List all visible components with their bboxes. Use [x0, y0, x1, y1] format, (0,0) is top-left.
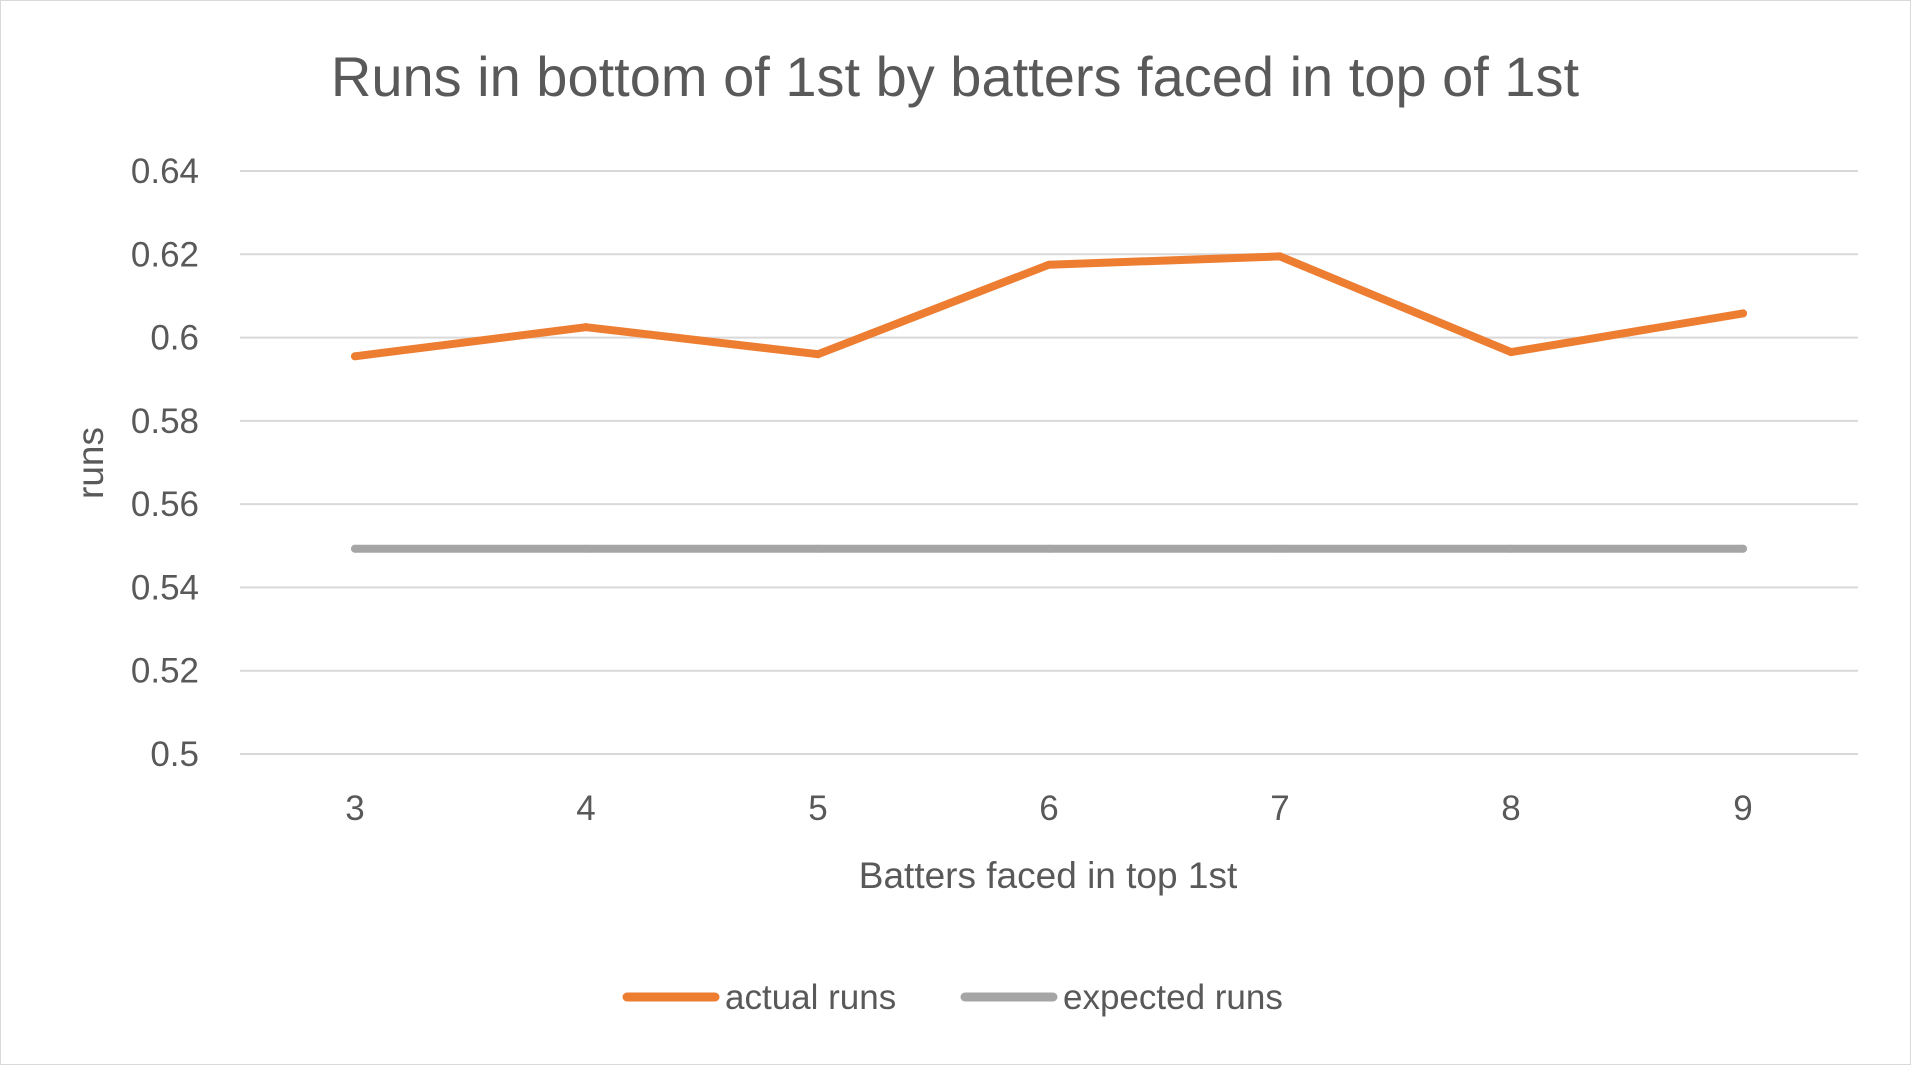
data-point-expected-runs [1045, 544, 1053, 553]
data-point-expected-runs [351, 544, 359, 553]
data-point-actual-runs [1739, 309, 1747, 318]
x-tick-label: 6 [1039, 789, 1058, 828]
y-tick-label: 0.54 [131, 568, 199, 607]
y-tick-label: 0.58 [131, 402, 199, 441]
data-point-actual-runs [1276, 252, 1284, 261]
x-tick-label: 3 [345, 789, 364, 828]
y-tick-label: 0.5 [150, 735, 199, 774]
data-point-expected-runs [814, 544, 822, 553]
gridlines [240, 170, 1858, 755]
data-point-expected-runs [1507, 544, 1515, 553]
legend: actual runs expected runs [622, 978, 1283, 1017]
y-tick-label: 0.56 [131, 485, 199, 524]
data-point-actual-runs [1045, 260, 1053, 269]
series-line-actual-runs [351, 252, 1747, 361]
y-axis-title: runs [70, 427, 111, 499]
data-point-expected-runs [582, 544, 590, 553]
data-point-actual-runs [1507, 348, 1515, 357]
data-point-actual-runs [351, 352, 359, 361]
series-lines [351, 252, 1747, 553]
x-axis-title: Batters faced in top 1st [859, 855, 1238, 896]
y-tick-label: 0.62 [131, 235, 199, 274]
x-tick-label: 4 [576, 789, 595, 828]
y-tick-label: 0.6 [150, 319, 199, 358]
x-tick-label: 7 [1270, 789, 1289, 828]
y-axis-tick-labels: 0.64 0.62 0.6 0.58 0.56 0.54 0.52 0.5 [131, 152, 199, 774]
x-tick-label: 5 [808, 789, 827, 828]
data-point-actual-runs [582, 323, 590, 332]
y-tick-label: 0.52 [131, 652, 199, 691]
x-tick-label: 8 [1501, 789, 1520, 828]
chart-title: Runs in bottom of 1st by batters faced i… [331, 45, 1580, 108]
y-tick-label: 0.64 [131, 152, 199, 191]
x-axis-tick-labels: 3 4 5 6 7 8 9 [345, 789, 1752, 828]
x-tick-label: 9 [1733, 789, 1752, 828]
data-point-expected-runs [1276, 544, 1284, 553]
legend-label-expected-runs: expected runs [1063, 978, 1283, 1017]
legend-label-actual-runs: actual runs [725, 978, 896, 1017]
data-point-actual-runs [814, 350, 822, 359]
data-point-expected-runs [1739, 544, 1747, 553]
